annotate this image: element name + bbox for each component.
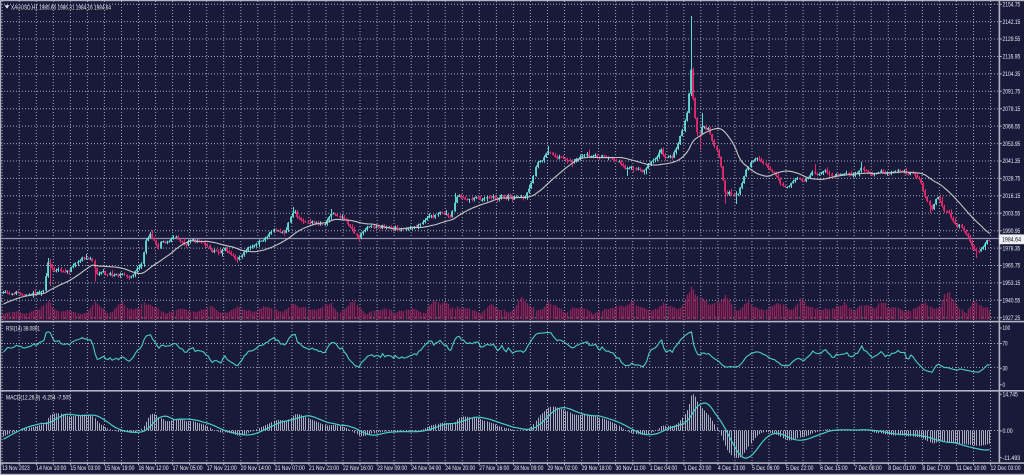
- svg-text:1 Dec 20:00: 1 Dec 20:00: [684, 465, 712, 472]
- svg-text:5 Dec 22:00: 5 Dec 22:00: [786, 465, 814, 472]
- svg-text:21 Nov 07:00: 21 Nov 07:00: [275, 465, 305, 472]
- svg-text:30: 30: [1003, 365, 1009, 372]
- svg-text:24 Nov 04:00: 24 Nov 04:00: [411, 465, 441, 472]
- svg-text:2003.55: 2003.55: [1003, 210, 1021, 217]
- svg-text:0: 0: [1003, 382, 1006, 389]
- svg-text:1940.55: 1940.55: [1003, 298, 1021, 305]
- svg-text:8 Dec 01:00: 8 Dec 01:00: [888, 465, 916, 472]
- svg-text:30 Nov 11:00: 30 Nov 11:00: [616, 465, 646, 472]
- svg-text:29 Nov 02:00: 29 Nov 02:00: [548, 465, 578, 472]
- svg-text:28 Nov 09:00: 28 Nov 09:00: [513, 465, 543, 472]
- svg-text:1 Dec 04:00: 1 Dec 04:00: [650, 465, 678, 472]
- svg-text:11 Dec 10:00: 11 Dec 10:00: [956, 465, 986, 472]
- svg-text:XAUUSD,H1 1985.65 1986.31 198: XAUUSD,H1 1985.65 1986.31 1984.16 1984.6…: [11, 4, 111, 11]
- svg-text:15 Nov 03:00: 15 Nov 03:00: [70, 465, 100, 472]
- svg-text:1927.25: 1927.25: [1003, 315, 1021, 322]
- svg-text:100: 100: [1003, 325, 1011, 332]
- svg-text:6 Dec 15:00: 6 Dec 15:00: [820, 465, 848, 472]
- svg-text:RSI(14) 38.0801: RSI(14) 38.0801: [6, 326, 40, 333]
- svg-text:1965.75: 1965.75: [1003, 263, 1021, 270]
- svg-text:70: 70: [1003, 341, 1009, 348]
- svg-text:20 Nov 14:00: 20 Nov 14:00: [241, 465, 271, 472]
- svg-text:22 Nov 16:00: 22 Nov 16:00: [343, 465, 373, 472]
- svg-text:21 Nov 23:00: 21 Nov 23:00: [309, 465, 339, 472]
- svg-text:4 Dec 13:00: 4 Dec 13:00: [718, 465, 746, 472]
- svg-text:2079.15: 2079.15: [1003, 106, 1021, 113]
- svg-text:29 Nov 18:00: 29 Nov 18:00: [582, 465, 612, 472]
- svg-text:8 Dec 17:00: 8 Dec 17:00: [922, 465, 950, 472]
- svg-text:16 Nov 12:00: 16 Nov 12:00: [139, 465, 169, 472]
- svg-text:1953.15: 1953.15: [1003, 280, 1021, 287]
- svg-text:27 Nov 16:00: 27 Nov 16:00: [479, 465, 509, 472]
- svg-text:7 Dec 08:00: 7 Dec 08:00: [854, 465, 882, 472]
- svg-text:5 Dec 06:00: 5 Dec 06:00: [752, 465, 780, 472]
- svg-text:1990.95: 1990.95: [1003, 228, 1021, 235]
- svg-text:14 Nov 10:00: 14 Nov 10:00: [36, 465, 66, 472]
- svg-text:2066.55: 2066.55: [1003, 123, 1021, 130]
- svg-text:2104.35: 2104.35: [1003, 71, 1021, 78]
- svg-text:2091.75: 2091.75: [1003, 89, 1021, 96]
- svg-text:1984.64: 1984.64: [1002, 237, 1021, 244]
- svg-text:2028.75: 2028.75: [1003, 176, 1021, 183]
- svg-text:17 Nov 21:00: 17 Nov 21:00: [207, 465, 237, 472]
- svg-text:17 Nov 05:00: 17 Nov 05:00: [173, 465, 203, 472]
- svg-text:2116.95: 2116.95: [1003, 54, 1021, 61]
- svg-text:-11.493: -11.493: [1003, 455, 1021, 462]
- svg-text:14.745: 14.745: [1003, 391, 1019, 398]
- svg-text:12 Dec 03:00: 12 Dec 03:00: [991, 465, 1021, 472]
- svg-text:1978.35: 1978.35: [1003, 245, 1021, 252]
- svg-text:2129.55: 2129.55: [1003, 36, 1021, 43]
- svg-text:13 Nov 2023: 13 Nov 2023: [2, 465, 30, 472]
- svg-text:0.00: 0.00: [1003, 428, 1014, 435]
- svg-text:15 Nov 19:00: 15 Nov 19:00: [104, 465, 134, 472]
- svg-text:24 Nov 20:00: 24 Nov 20:00: [445, 465, 475, 472]
- svg-text:2053.95: 2053.95: [1003, 141, 1021, 148]
- svg-text:2041.35: 2041.35: [1003, 158, 1021, 165]
- svg-text:MACD(12,26,9) -6.254 -7.505: MACD(12,26,9) -6.254 -7.505: [6, 395, 71, 402]
- svg-text:23 Nov 09:00: 23 Nov 09:00: [377, 465, 407, 472]
- svg-text:2154.75: 2154.75: [1003, 1, 1021, 8]
- svg-text:2016.15: 2016.15: [1003, 193, 1021, 200]
- svg-text:2142.15: 2142.15: [1003, 19, 1021, 26]
